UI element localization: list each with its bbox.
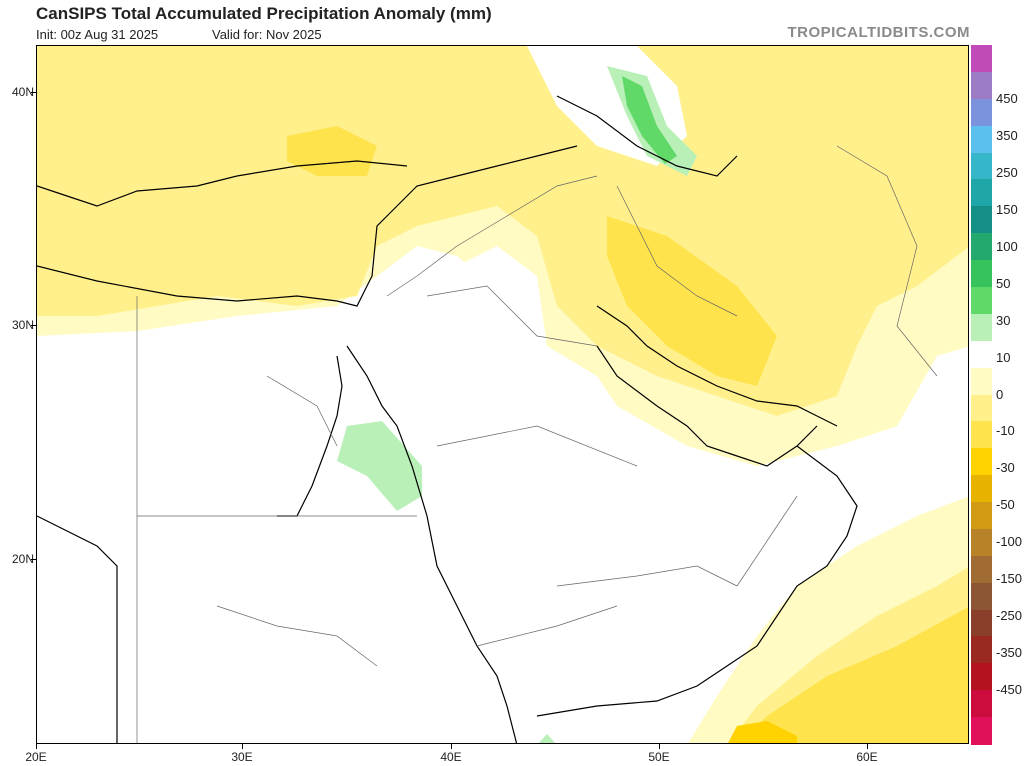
colorbar-label: 450 <box>996 90 1018 106</box>
colorbar-label: -50 <box>996 497 1015 513</box>
colorbar-label: 350 <box>996 127 1018 143</box>
lon-label-60e: 60E <box>856 750 878 764</box>
anomaly-gold-iran <box>607 216 777 386</box>
colorbar-label: -350 <box>996 645 1023 661</box>
lon-label-40e: 40E <box>440 750 462 764</box>
colorbar-label: 30 <box>996 312 1011 328</box>
lat-tick-30n <box>31 325 36 326</box>
anomaly-green-redsea <box>337 421 422 511</box>
colorbar-swatch <box>971 690 992 718</box>
lat-label-40n: 40N <box>11 85 34 99</box>
colorbar-swatch <box>971 98 992 127</box>
lon-label-50e: 50E <box>648 750 670 764</box>
lon-label-30e: 30E <box>231 750 253 764</box>
colorbar-swatch <box>971 125 992 154</box>
colorbar-swatch <box>971 475 992 503</box>
lon-tick-60e <box>867 744 868 749</box>
colorbar-label: -10 <box>996 423 1015 439</box>
colorbar-swatch <box>971 179 992 207</box>
precip-anomaly-map <box>36 45 969 744</box>
lat-label-30n: 30N <box>11 318 34 332</box>
init-time: Init: 00z Aug 31 2025 <box>36 27 159 42</box>
colorbar-swatch <box>971 609 992 638</box>
colorbar-swatch <box>971 340 992 369</box>
borders <box>136 145 938 743</box>
coastlines <box>37 95 858 743</box>
valid-time: Valid for: Nov 2025 <box>212 27 322 42</box>
colorbar-swatch <box>971 313 992 342</box>
lon-label-20e: 20E <box>25 750 47 764</box>
lat-tick-20n <box>31 559 36 560</box>
map-title: CanSIPS Total Accumulated Precipitation … <box>36 4 492 23</box>
colorbar-swatch <box>971 152 992 181</box>
colorbar-label: 0 <box>996 386 1004 402</box>
colorbar-swatch <box>971 286 992 315</box>
colorbar-swatch <box>971 636 992 664</box>
colorbar-label: -450 <box>996 682 1023 698</box>
anomaly-green-yemen-edge <box>538 734 556 743</box>
colorbar-label: 250 <box>996 164 1018 180</box>
colorbar-label: -100 <box>996 534 1023 550</box>
colorbar-swatch <box>971 233 992 261</box>
lon-tick-30e <box>242 744 243 749</box>
lat-label-20n: 20N <box>11 552 34 566</box>
anomaly-green-caspian-core <box>622 76 677 164</box>
colorbar-label: 10 <box>996 349 1011 365</box>
colorbar-swatch <box>971 206 992 234</box>
colorbar-swatch <box>971 367 992 396</box>
colorbar-swatch <box>971 502 992 530</box>
colorbar-label: -250 <box>996 608 1023 624</box>
colorbar-label: 150 <box>996 201 1018 217</box>
anomaly-gold-spot <box>728 721 797 743</box>
colorbar <box>971 45 992 745</box>
colorbar-swatch <box>971 394 992 422</box>
anomaly-gold-turkey <box>287 126 377 176</box>
colorbar-swatch <box>971 448 992 476</box>
map-canvas <box>37 46 968 743</box>
colorbar-swatch <box>971 45 992 73</box>
colorbar-swatch <box>971 555 992 584</box>
colorbar-label: -30 <box>996 460 1015 476</box>
colorbar-swatch <box>971 421 992 449</box>
lon-tick-50e <box>659 744 660 749</box>
anomaly-white-interior <box>37 246 837 743</box>
site-credit: TROPICALTIDBITS.COM <box>787 24 970 41</box>
colorbar-label: 50 <box>996 275 1011 291</box>
colorbar-swatch <box>971 717 992 745</box>
colorbar-swatch <box>971 71 992 100</box>
colorbar-swatch <box>971 663 992 691</box>
colorbar-swatch <box>971 260 992 288</box>
colorbar-swatch <box>971 528 992 557</box>
lat-tick-40n <box>31 92 36 93</box>
lon-tick-20e <box>36 744 37 749</box>
anomaly-gold-arabian-sea <box>739 607 968 743</box>
colorbar-label: -150 <box>996 571 1023 587</box>
colorbar-swatch <box>971 582 992 611</box>
colorbar-label: 100 <box>996 238 1018 254</box>
lon-tick-40e <box>451 744 452 749</box>
